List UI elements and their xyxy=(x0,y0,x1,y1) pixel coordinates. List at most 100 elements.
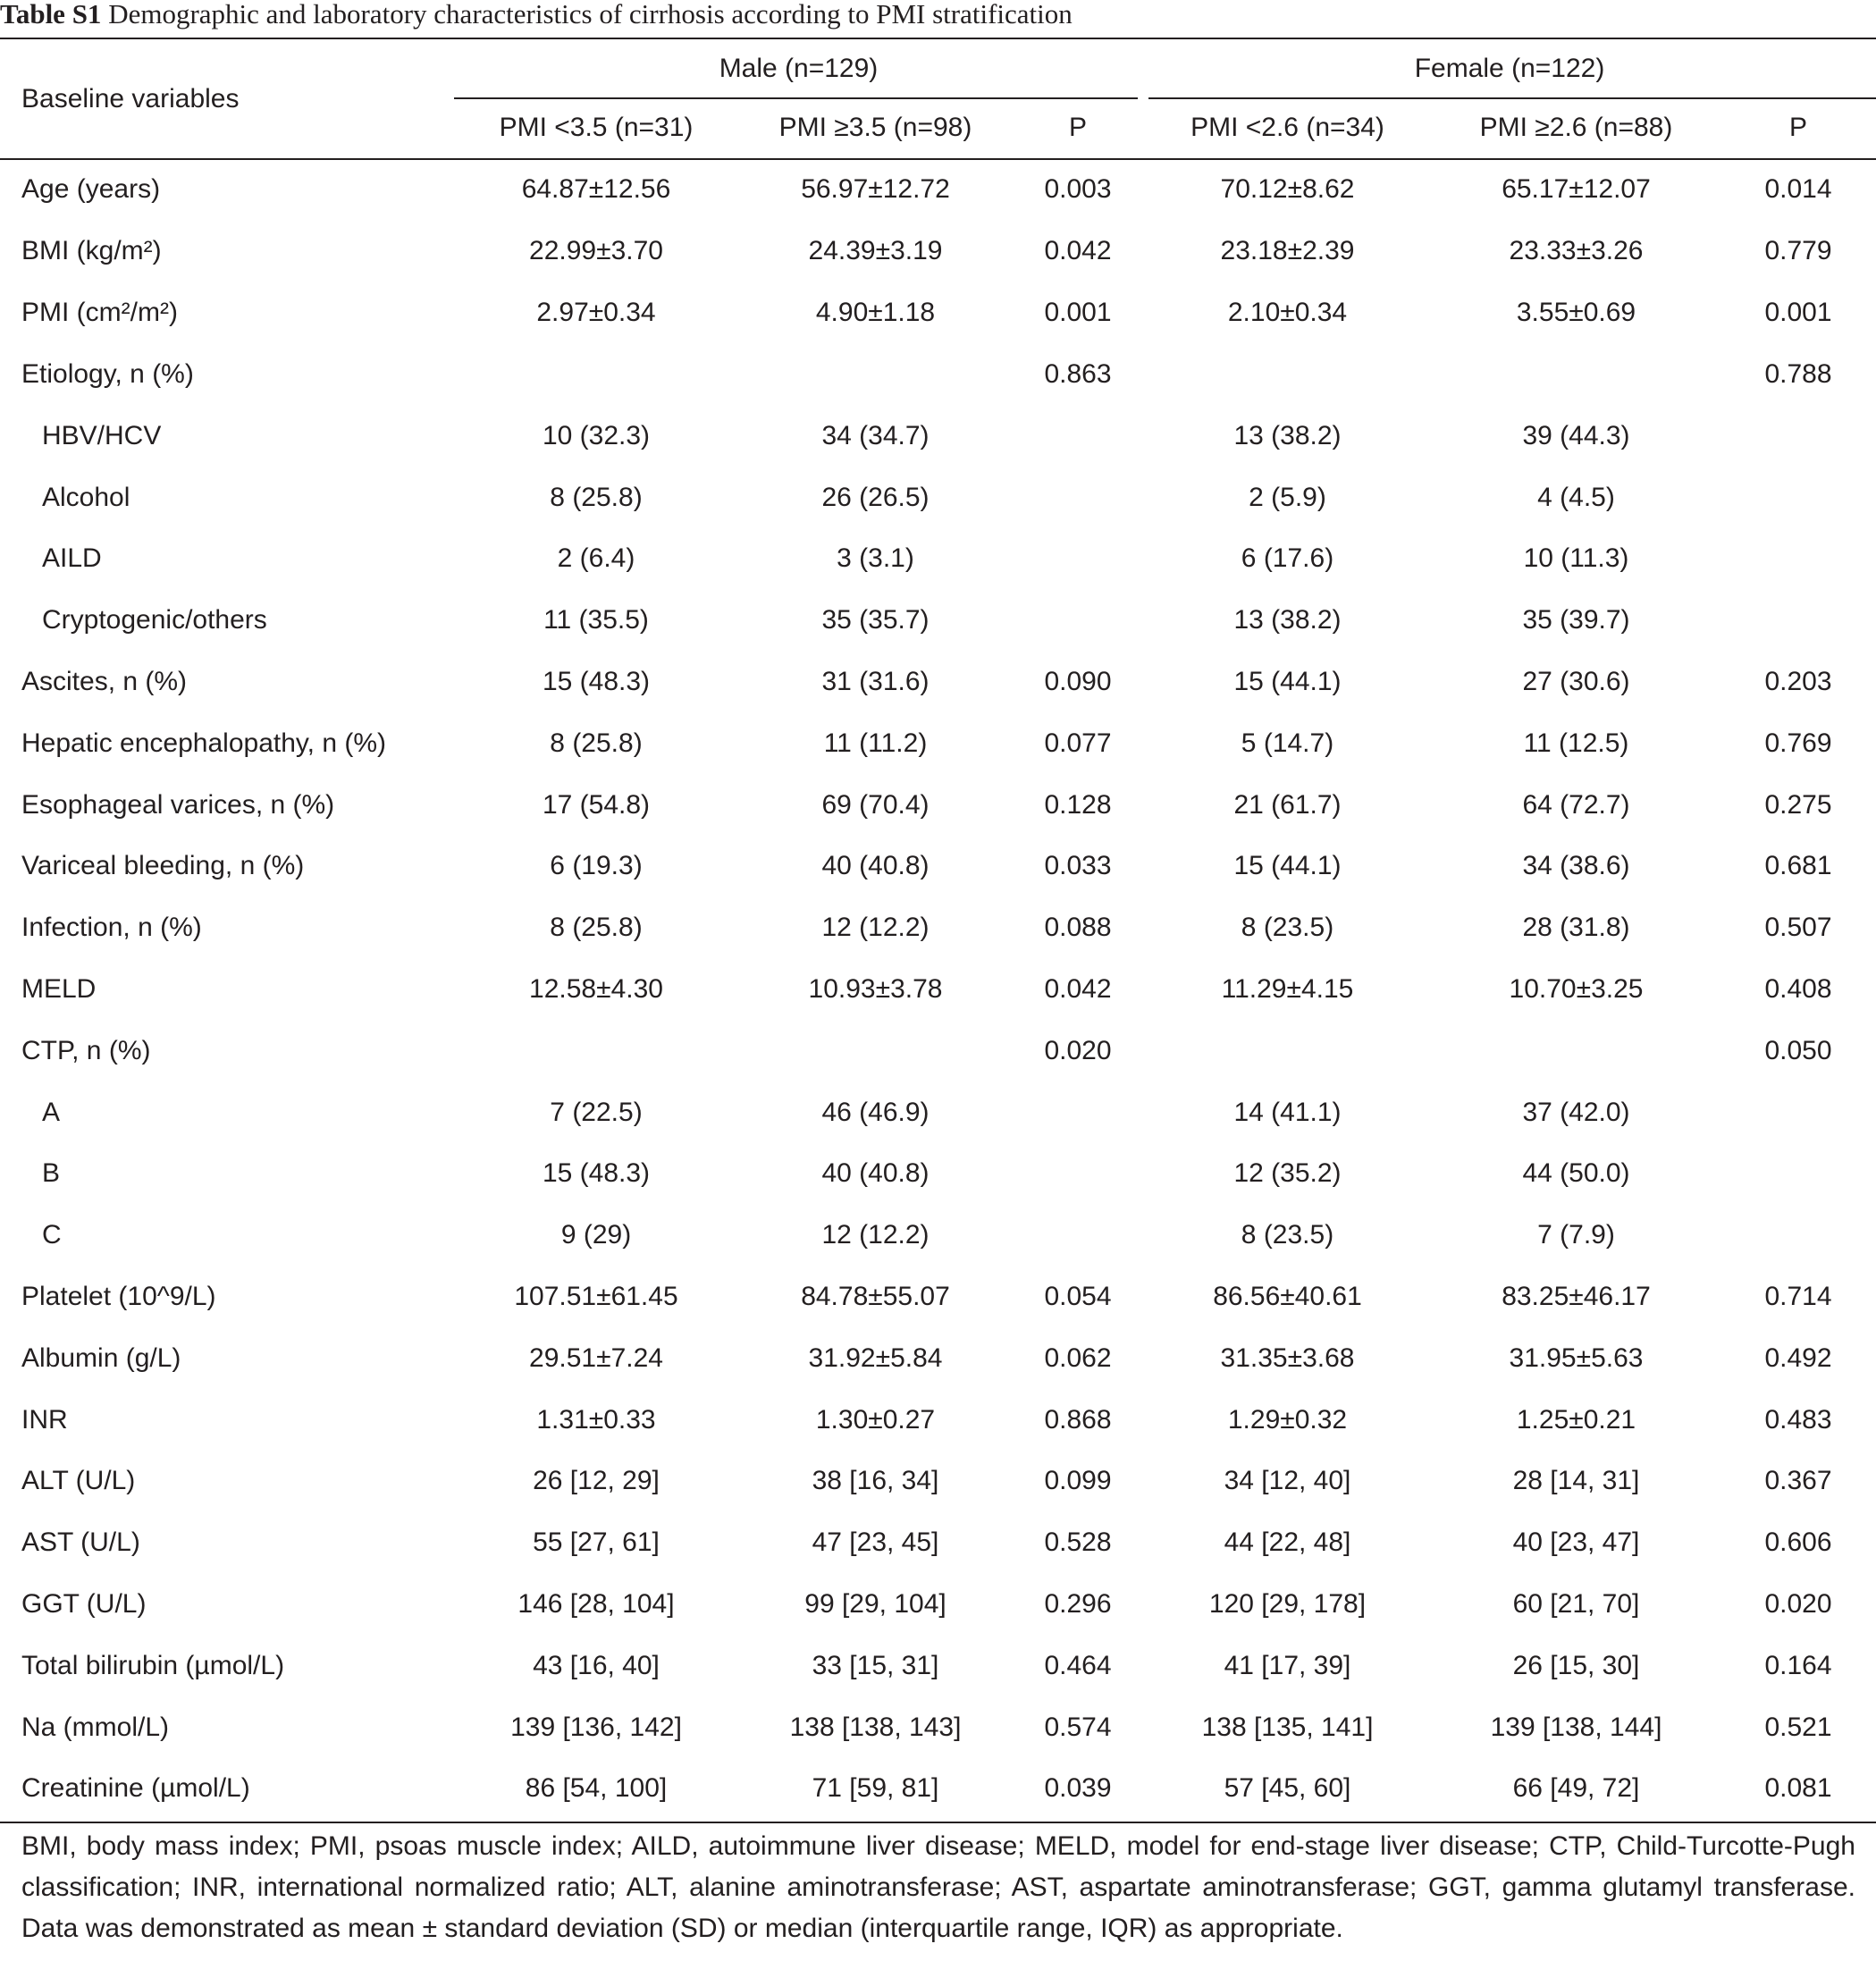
cell-female-high: 26 [15, 30] xyxy=(1512,1650,1640,1680)
row-label: CTP, n (%) xyxy=(21,1035,151,1065)
cell-female-high: 60 [21, 70] xyxy=(1512,1588,1640,1619)
row-label: Alcohol xyxy=(42,482,130,512)
cell-female-low xyxy=(1143,344,1432,406)
top-rule xyxy=(0,38,1876,39)
table-row: CTP, n (%) 0.020 0.050 xyxy=(0,1020,1876,1081)
cell-female-p: 0.001 xyxy=(1764,298,1832,328)
table-row: Creatinine (µmol/L) 86 [54, 100] 71 [59, 8… xyxy=(0,1758,1876,1820)
cell-male-p xyxy=(1013,1205,1143,1266)
cell-male-low: 8 (25.8) xyxy=(550,913,643,943)
cell-male-p: 0.033 xyxy=(1044,851,1112,881)
cell-male-low: 10 (32.3) xyxy=(542,420,651,450)
cell-female-low: 23.18±2.39 xyxy=(1220,236,1355,266)
cell-female-low: 1.29±0.32 xyxy=(1227,1404,1348,1435)
cell-female-low: 15 (44.1) xyxy=(1233,851,1342,881)
table-header: Baseline variables Male (n=129) Female (… xyxy=(0,39,1876,158)
table-row: Alcohol 8 (25.8) 26 (26.5) 2 (5.9) 4 (4.5) xyxy=(0,467,1876,528)
cell-male-p: 0.001 xyxy=(1044,298,1112,328)
cell-female-p: 0.507 xyxy=(1764,913,1832,943)
row-label: Cryptogenic/others xyxy=(42,605,267,635)
cell-female-p: 0.788 xyxy=(1764,358,1832,389)
cell-female-low: 86.56±40.61 xyxy=(1213,1281,1362,1311)
cell-male-low: 26 [12, 29] xyxy=(533,1466,660,1496)
cell-male-high: 33 [15, 31] xyxy=(812,1650,939,1680)
cell-male-low: 86 [54, 100] xyxy=(525,1773,668,1804)
cell-male-low: 139 [136, 142] xyxy=(510,1712,682,1742)
cell-female-high: 139 [138, 144] xyxy=(1490,1712,1662,1742)
cell-male-high: 31.92±5.84 xyxy=(808,1342,943,1373)
bottom-rule xyxy=(0,1822,1876,1823)
cell-female-p: 0.606 xyxy=(1764,1527,1832,1558)
cell-male-p: 0.088 xyxy=(1044,913,1112,943)
cell-male-high: 11 (11.2) xyxy=(823,728,928,758)
cell-male-low: 8 (25.8) xyxy=(550,482,643,512)
cell-male-p: 0.464 xyxy=(1044,1650,1112,1680)
header-female-low: PMI <2.6 (n=34) xyxy=(1190,113,1384,142)
cell-female-high: 35 (39.7) xyxy=(1522,605,1630,635)
row-label: AILD xyxy=(42,543,102,574)
cell-female-p: 0.681 xyxy=(1764,851,1832,881)
row-label: BMI (kg/m²) xyxy=(21,236,162,266)
cell-female-low: 41 [17, 39] xyxy=(1224,1650,1351,1680)
row-label: C xyxy=(42,1220,62,1250)
cell-male-p: 0.099 xyxy=(1044,1466,1112,1496)
cell-male-p: 0.042 xyxy=(1044,236,1112,266)
cell-female-p: 0.020 xyxy=(1764,1588,1832,1619)
cell-male-low: 8 (25.8) xyxy=(550,728,643,758)
cell-female-low: 2 (5.9) xyxy=(1249,482,1326,512)
row-label: GGT (U/L) xyxy=(21,1588,147,1619)
row-label: Ascites, n (%) xyxy=(21,666,188,696)
cell-male-p xyxy=(1013,1143,1143,1205)
cell-male-high: 1.30±0.27 xyxy=(815,1404,936,1435)
table-row: PMI (cm²/m²) 2.97±0.34 4.90±1.18 0.001 2.10±… xyxy=(0,282,1876,344)
header-rule xyxy=(0,158,1876,160)
table-row: Ascites, n (%) 15 (48.3) 31 (31.6) 0.090 15 … xyxy=(0,652,1876,713)
header-male-p: P xyxy=(1068,113,1087,142)
cell-male-high: 47 [23, 45] xyxy=(812,1527,939,1558)
cell-female-p: 0.203 xyxy=(1764,666,1832,696)
cell-male-low: 146 [28, 104] xyxy=(517,1588,675,1619)
cell-male-high: 40 (40.8) xyxy=(821,851,930,881)
cell-male-low: 22.99±3.70 xyxy=(529,236,663,266)
cell-female-p: 0.779 xyxy=(1764,236,1832,266)
cell-male-low: 1.31±0.33 xyxy=(536,1404,656,1435)
cell-female-p xyxy=(1720,1205,1876,1266)
table-row: BMI (kg/m²) 22.99±3.70 24.39±3.19 0.042 23.1… xyxy=(0,221,1876,282)
table-row: ALT (U/L) 26 [12, 29] 38 [16, 34] 0.099 34 [… xyxy=(0,1451,1876,1512)
table-caption-text: Demographic and laboratory characteristi… xyxy=(101,0,1073,29)
cell-female-p: 0.769 xyxy=(1764,728,1832,758)
cell-female-p xyxy=(1720,467,1876,528)
cell-female-low: 70.12±8.62 xyxy=(1220,174,1355,204)
cell-male-high: 34 (34.7) xyxy=(821,420,930,450)
cell-male-p: 0.077 xyxy=(1044,728,1112,758)
row-label: B xyxy=(42,1158,61,1189)
table-body: Age (years) 64.87±12.56 56.97±12.72 0.003 70… xyxy=(0,158,1876,1820)
cell-male-high: 138 [138, 143] xyxy=(789,1712,962,1742)
row-label: HBV/HCV xyxy=(42,420,162,450)
cell-male-low: 55 [27, 61] xyxy=(533,1527,660,1558)
header-male-low: PMI <3.5 (n=31) xyxy=(499,113,694,142)
cell-male-low: 107.51±61.45 xyxy=(514,1281,678,1311)
table-row: Total bilirubin (µmol/L) 43 [16, 40] 33 [1… xyxy=(0,1635,1876,1696)
cell-male-low: 15 (48.3) xyxy=(542,666,651,696)
cell-male-high: 99 [29, 104] xyxy=(804,1588,946,1619)
cell-male-p: 0.003 xyxy=(1044,174,1112,204)
table-row: Age (years) 64.87±12.56 56.97±12.72 0.003 70… xyxy=(0,158,1876,221)
cell-female-low: 21 (61.7) xyxy=(1233,789,1342,820)
table-caption: Table S1 Demographic and laboratory char… xyxy=(0,0,1073,32)
cell-male-p: 0.090 xyxy=(1044,666,1112,696)
cell-female-low: 57 [45, 60] xyxy=(1224,1773,1351,1804)
header-female-p: P xyxy=(1789,113,1808,142)
cell-male-low: 2.97±0.34 xyxy=(536,298,656,328)
cell-female-high: 23.33±3.26 xyxy=(1509,236,1644,266)
header-row-subgroups: PMI <3.5 (n=31) PMI ≥3.5 (n=98) P PMI <2… xyxy=(0,97,1876,158)
cell-female-low: 31.35±3.68 xyxy=(1220,1342,1355,1373)
table-footnote: BMI, body mass index; PMI, psoas muscle … xyxy=(21,1831,1855,1943)
table-row: C 9 (29) 12 (12.2) 8 (23.5) 7 (7.9) xyxy=(0,1205,1876,1266)
cell-female-high: 40 [23, 47] xyxy=(1512,1527,1640,1558)
cell-female-low: 120 [29, 178] xyxy=(1208,1588,1367,1619)
cell-female-high: 44 (50.0) xyxy=(1522,1158,1630,1189)
cell-female-high: 27 (30.6) xyxy=(1522,666,1630,696)
cell-male-p xyxy=(1013,590,1143,652)
